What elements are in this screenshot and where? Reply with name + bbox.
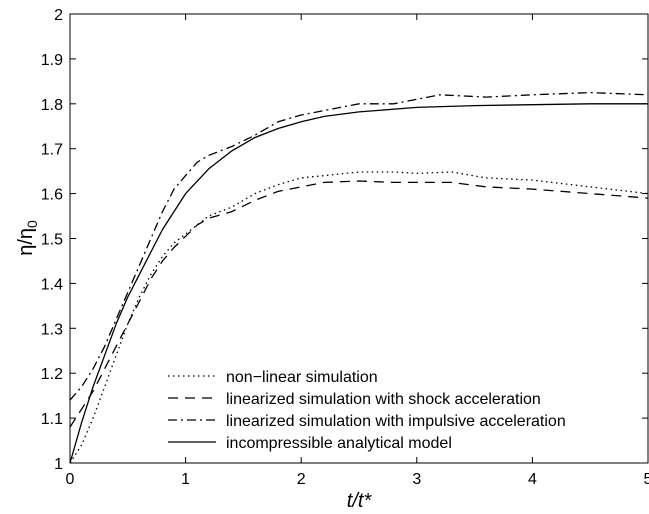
y-tick-label: 1.2 [41,366,63,383]
y-tick-label: 1.9 [41,52,63,69]
axis-ticks [69,13,649,464]
series-line-dashed [69,180,649,428]
y-tick-label: 1.3 [41,321,63,338]
series-line-solid [69,103,648,464]
x-axis-label: t/t* [347,490,373,512]
legend: non−linear simulation linearized simulati… [168,369,566,452]
y-tick-label: 1.6 [41,187,63,204]
x-tick-label: 1 [181,471,190,488]
y-tick-label: 1.1 [41,411,63,428]
y-tick-label: 1.7 [41,142,63,159]
x-tick-label: 3 [412,471,421,488]
y-tick-label: 1.4 [41,276,63,293]
x-tick-label: 2 [297,471,306,488]
legend-label: non−linear simulation [226,369,378,386]
legend-label: incompressible analytical model [226,435,452,452]
legend-label: linearized simulation with impulsive acc… [226,413,566,430]
axis-tick-labels: 0 1 2 3 4 511.11.21.31.41.51.61.71.81.92 [41,7,649,488]
legend-label: linearized simulation with shock acceler… [226,391,541,408]
y-tick-label: 1.8 [41,97,63,114]
series-line-dashdot [69,91,649,401]
y-axis-label-main: η/η [15,228,37,256]
y-tick-label: 1.5 [41,232,63,249]
series-line-dotted [69,171,649,464]
x-tick-label: 5 [644,471,649,488]
x-tick-label: 4 [528,471,537,488]
y-tick-label: 1 [54,456,63,473]
x-tick-label: 0 [66,471,75,488]
y-axis-label: η/η0 [15,220,40,256]
y-tick-label: 2 [54,7,63,24]
plot-area [69,13,649,464]
series-lines [69,91,649,464]
y-axis-label-subscript: 0 [24,220,40,228]
